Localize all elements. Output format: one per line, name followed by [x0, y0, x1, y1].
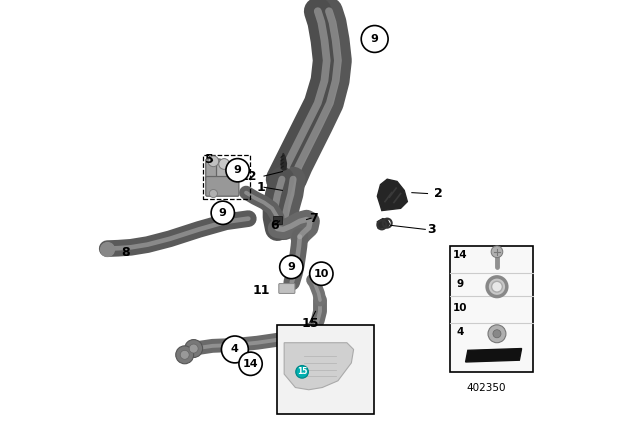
Circle shape	[239, 352, 262, 375]
Text: 402350: 402350	[467, 383, 506, 393]
Polygon shape	[237, 168, 246, 175]
Circle shape	[280, 255, 303, 279]
Circle shape	[492, 281, 502, 292]
Text: 2: 2	[435, 187, 443, 200]
Circle shape	[361, 26, 388, 52]
Bar	[203, 155, 250, 199]
Text: 3: 3	[428, 223, 436, 236]
Text: 1: 1	[257, 181, 266, 194]
FancyBboxPatch shape	[223, 208, 230, 217]
Text: 9: 9	[371, 34, 379, 44]
Circle shape	[176, 346, 194, 364]
Circle shape	[296, 366, 308, 378]
Text: 5: 5	[205, 153, 214, 167]
Text: 15: 15	[297, 367, 307, 376]
Text: 15: 15	[301, 317, 319, 330]
Text: 6: 6	[271, 219, 279, 233]
Text: 10: 10	[452, 303, 467, 313]
FancyBboxPatch shape	[206, 177, 239, 196]
Circle shape	[221, 336, 248, 363]
Circle shape	[180, 350, 189, 359]
Circle shape	[208, 156, 219, 167]
Circle shape	[491, 246, 503, 258]
Text: 10: 10	[314, 269, 329, 279]
Text: 9: 9	[219, 208, 227, 218]
Circle shape	[488, 325, 506, 343]
Polygon shape	[281, 153, 287, 170]
Circle shape	[185, 340, 203, 358]
Text: 8: 8	[121, 246, 129, 259]
Polygon shape	[466, 349, 522, 362]
Text: 4: 4	[456, 327, 463, 336]
Text: 12: 12	[240, 169, 257, 183]
Text: 9: 9	[287, 262, 295, 272]
FancyBboxPatch shape	[279, 284, 295, 293]
FancyBboxPatch shape	[288, 262, 296, 271]
Text: 9: 9	[234, 165, 241, 175]
Text: 4: 4	[231, 345, 239, 354]
Circle shape	[310, 262, 333, 285]
Polygon shape	[284, 343, 354, 390]
Text: 14: 14	[243, 359, 259, 369]
FancyBboxPatch shape	[273, 216, 282, 224]
FancyBboxPatch shape	[234, 167, 241, 176]
Text: 13: 13	[283, 265, 300, 279]
Circle shape	[487, 277, 507, 297]
Bar	[278, 325, 374, 414]
Text: 9: 9	[456, 280, 463, 289]
Circle shape	[211, 201, 234, 224]
Circle shape	[219, 159, 230, 169]
Text: 14: 14	[452, 250, 467, 260]
Circle shape	[209, 190, 218, 198]
FancyBboxPatch shape	[216, 162, 232, 181]
FancyBboxPatch shape	[206, 159, 221, 181]
Text: 11: 11	[253, 284, 271, 297]
Polygon shape	[378, 219, 389, 228]
Circle shape	[226, 159, 249, 182]
Text: 7: 7	[309, 211, 318, 225]
Polygon shape	[378, 179, 407, 211]
Circle shape	[493, 330, 501, 338]
Bar	[450, 246, 533, 372]
Circle shape	[189, 344, 198, 353]
